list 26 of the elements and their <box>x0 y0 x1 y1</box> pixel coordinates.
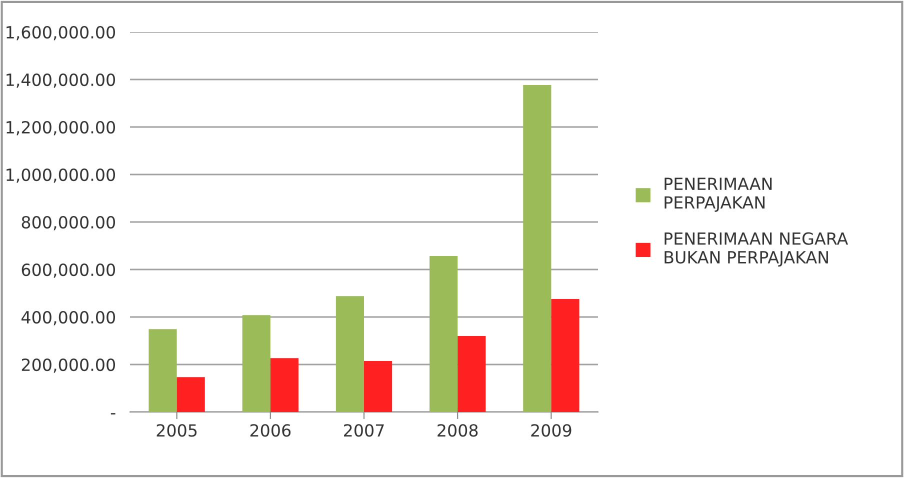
y-tick-label: - <box>110 413 116 414</box>
y-tick-label: 1,200,000.00 <box>6 120 116 136</box>
y-tick-label: 200,000.00 <box>22 358 116 373</box>
bar <box>523 84 552 412</box>
y-tick-label: 1,400,000.00 <box>6 73 116 88</box>
y-tick-label: 800,000.00 <box>22 216 116 230</box>
x-tick-label: 2008 <box>438 424 478 437</box>
x-tick-label: 2009 <box>531 424 572 437</box>
bar <box>364 360 392 412</box>
y-tick-label: 1,600,000.00 <box>6 26 116 40</box>
legend-label: PENERIMAAN PERPAJAKAN <box>664 178 772 212</box>
bar <box>458 336 486 412</box>
y-tick-label: 600,000.00 <box>22 263 116 278</box>
bar <box>430 256 458 412</box>
x-tick-label: 2007 <box>344 424 384 437</box>
y-tick-label: 400,000.00 <box>22 310 116 326</box>
bar <box>551 298 580 412</box>
bar <box>242 315 270 412</box>
bar <box>176 377 205 412</box>
x-tick-label: 2005 <box>156 424 197 437</box>
y-tick-label: 1,000,000.00 <box>6 168 116 183</box>
bar <box>336 296 364 412</box>
bar <box>148 329 177 412</box>
x-tick-label: 2006 <box>250 424 291 437</box>
legend-label: PENERIMAAN NEGARA BUKAN PERPAJAKAN <box>664 232 848 267</box>
bar <box>270 358 298 412</box>
